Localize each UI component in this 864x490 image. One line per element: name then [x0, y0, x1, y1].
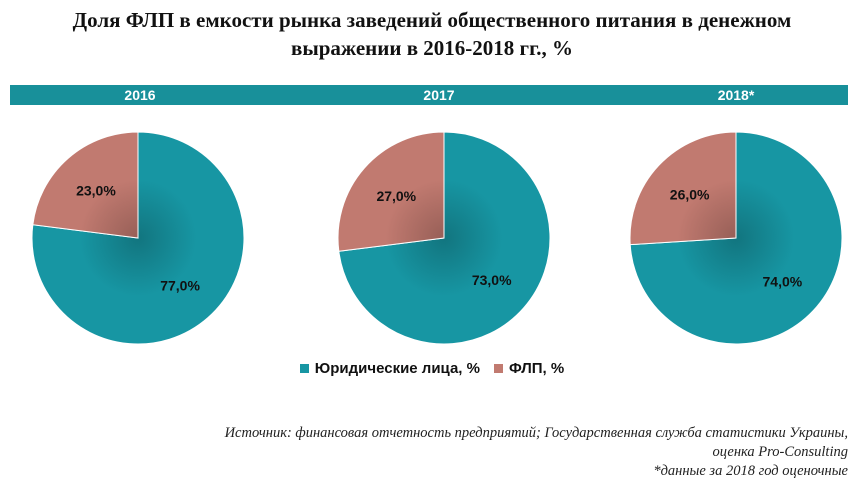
data-label-flp-0: 23,0% [76, 182, 116, 198]
legend-label-flp: ФЛП, % [508, 360, 565, 377]
pie-chart-2016: 77,0% 23,0% [31, 131, 245, 345]
chart-title-line-2: выражении в 2016-2018 гг., % [290, 36, 574, 60]
source-note: Источник: финансовая отчетность предприя… [48, 424, 848, 481]
year-label-2017: 2017 [423, 87, 455, 103]
data-label-legal-entities-0: 77,0% [160, 278, 200, 294]
pie-slice-flp-2 [629, 131, 737, 246]
year-header-bar [10, 85, 848, 105]
legend-label-legal-entities: Юридические лица, % [314, 360, 480, 377]
year-label-2016: 2016 [124, 87, 156, 103]
legend-item-legal-entities: Юридические лица, % [299, 360, 480, 377]
legend: Юридические лица, % ФЛП, % [0, 360, 864, 377]
pie-slice-flp-1 [337, 131, 445, 252]
chart-title-line-1: Доля ФЛП в емкости рынка заведений общес… [72, 8, 792, 32]
data-label-legal-entities-1: 73,0% [472, 272, 512, 288]
chart-title: Доля ФЛП в емкости рынка заведений общес… [0, 6, 864, 62]
data-label-legal-entities-2: 74,0% [763, 274, 803, 290]
data-label-flp-2: 26,0% [670, 186, 710, 202]
pie-chart-2017: 73,0% 27,0% [337, 131, 551, 345]
pie-slice-flp-0 [32, 131, 139, 239]
pie-chart-2018: 74,0% 26,0% [629, 131, 843, 345]
data-label-flp-1: 27,0% [376, 188, 416, 204]
legend-item-flp: ФЛП, % [493, 360, 565, 377]
source-line-3: *данные за 2018 год оценочные [653, 463, 848, 479]
legend-swatch-legal-entities [299, 364, 309, 373]
source-line-1: Источник: финансовая отчетность предприя… [224, 425, 848, 441]
source-line-2: оценка Pro-Consulting [712, 444, 848, 460]
legend-swatch-flp [493, 364, 503, 373]
year-label-2018: 2018* [717, 87, 755, 103]
